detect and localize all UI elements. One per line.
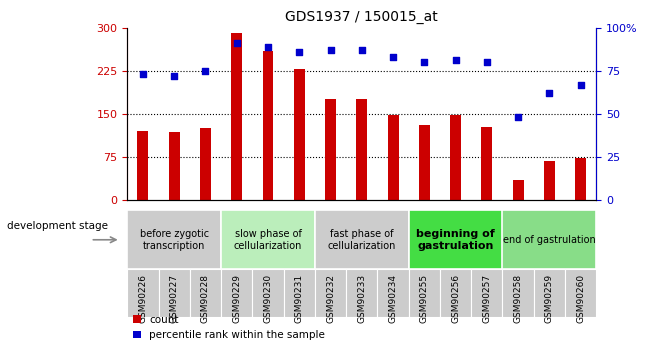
Bar	[544, 161, 555, 200]
Text: beginning of
gastrulation: beginning of gastrulation	[416, 229, 495, 250]
Text: GSM90226: GSM90226	[139, 274, 147, 323]
Point	[482, 59, 492, 65]
Bar	[513, 180, 523, 200]
Text: GSM90230: GSM90230	[263, 274, 273, 323]
Text: GSM90255: GSM90255	[420, 274, 429, 323]
Text: GSM90234: GSM90234	[389, 274, 397, 323]
Bar	[409, 210, 502, 269]
Point	[294, 49, 305, 55]
Point	[325, 47, 336, 53]
Bar	[440, 269, 471, 317]
Text: slow phase of
cellularization: slow phase of cellularization	[234, 229, 302, 250]
Text: end of gastrulation: end of gastrulation	[503, 235, 596, 245]
Bar	[315, 210, 409, 269]
Bar	[190, 269, 221, 317]
Point	[388, 54, 399, 60]
Bar	[221, 210, 315, 269]
Point	[576, 82, 586, 87]
Text: GSM90231: GSM90231	[295, 274, 304, 323]
Bar	[283, 269, 315, 317]
Bar	[481, 127, 492, 200]
Text: GSM90258: GSM90258	[514, 274, 523, 323]
Bar	[356, 99, 367, 200]
Text: GSM90256: GSM90256	[451, 274, 460, 323]
Bar	[534, 269, 565, 317]
Text: GSM90229: GSM90229	[232, 274, 241, 323]
Point	[169, 73, 180, 79]
Bar	[263, 51, 273, 200]
Bar	[575, 158, 586, 200]
Point	[513, 115, 523, 120]
Bar	[169, 132, 180, 200]
Point	[137, 71, 148, 77]
Bar	[346, 269, 377, 317]
Text: GSM90260: GSM90260	[576, 274, 585, 323]
Legend: count, percentile rank within the sample: count, percentile rank within the sample	[133, 315, 325, 340]
Bar	[450, 115, 461, 200]
Bar	[565, 269, 596, 317]
Title: GDS1937 / 150015_at: GDS1937 / 150015_at	[285, 10, 438, 24]
Point	[356, 47, 367, 53]
Bar	[127, 210, 221, 269]
Text: GSM90257: GSM90257	[482, 274, 491, 323]
Bar	[293, 69, 305, 200]
Bar	[409, 269, 440, 317]
Point	[450, 58, 461, 63]
Bar	[253, 269, 283, 317]
Bar	[200, 128, 211, 200]
Bar	[137, 131, 149, 200]
Bar	[325, 99, 336, 200]
Text: development stage: development stage	[7, 221, 108, 231]
Text: GSM90233: GSM90233	[357, 274, 366, 323]
Bar	[419, 125, 430, 200]
Bar	[502, 269, 534, 317]
Text: GSM90232: GSM90232	[326, 274, 335, 323]
Bar	[231, 33, 243, 200]
Point	[419, 59, 429, 65]
Text: fast phase of
cellularization: fast phase of cellularization	[328, 229, 396, 250]
Point	[200, 68, 211, 73]
Bar	[502, 210, 596, 269]
Point	[544, 90, 555, 96]
Text: GSM90228: GSM90228	[201, 274, 210, 323]
Bar	[221, 269, 253, 317]
Text: before zygotic
transcription: before zygotic transcription	[139, 229, 209, 250]
Bar	[377, 269, 409, 317]
Bar	[159, 269, 190, 317]
Text: GSM90227: GSM90227	[170, 274, 179, 323]
Point	[231, 40, 242, 46]
Point	[263, 44, 273, 49]
Bar	[471, 269, 502, 317]
Bar	[315, 269, 346, 317]
Text: GSM90259: GSM90259	[545, 274, 554, 323]
Bar	[127, 269, 159, 317]
Bar	[387, 115, 399, 200]
